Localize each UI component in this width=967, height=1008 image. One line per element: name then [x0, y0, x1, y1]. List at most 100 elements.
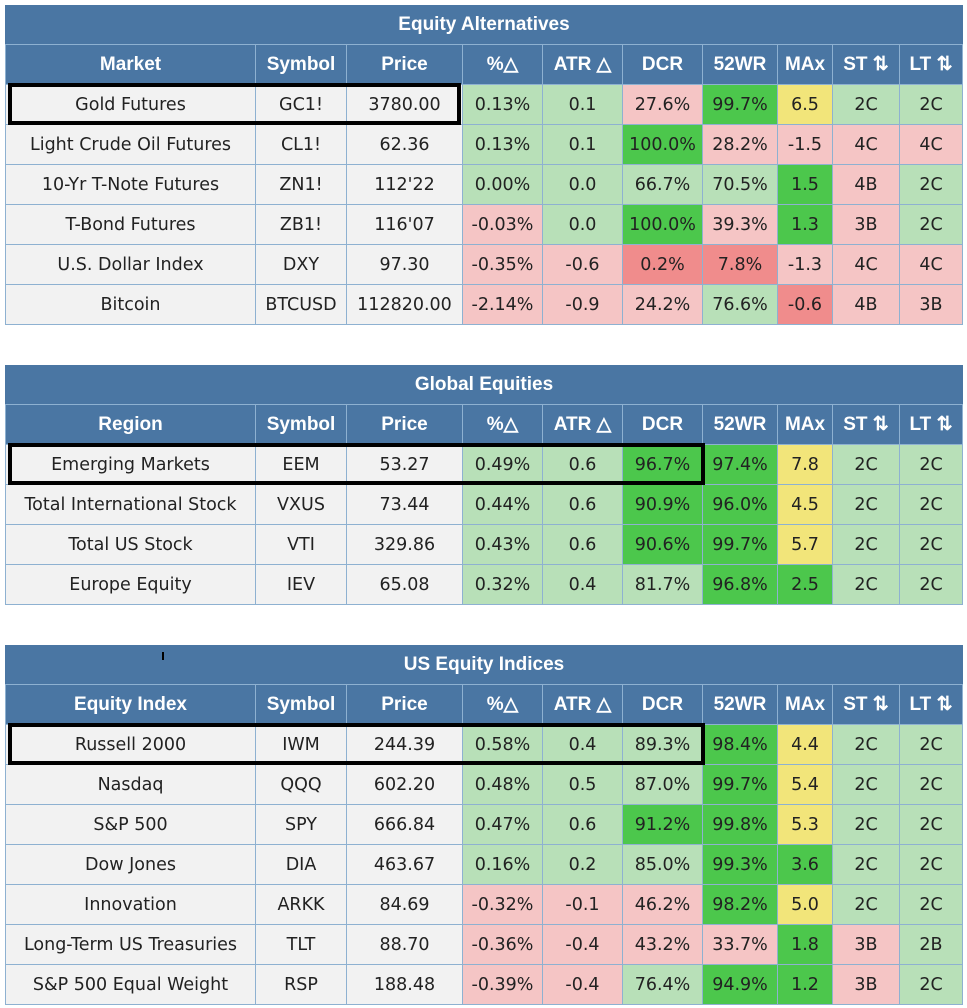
cell-dcr: 100.0% [623, 205, 703, 245]
column-header-max: MAx [778, 405, 833, 445]
cell-lt: 2C [900, 445, 963, 485]
cell-52wr: 99.8% [703, 805, 778, 845]
cell-max: 5.0 [778, 885, 833, 925]
cell-price: 329.86 [347, 525, 463, 565]
cell-lt: 2B [900, 925, 963, 965]
column-header-pct-change: %△ [463, 685, 543, 725]
cell-symbol: DIA [256, 845, 347, 885]
column-header-st: ST ⇅ [833, 685, 900, 725]
cell-st: 2C [833, 765, 900, 805]
cell-pct-change: -2.14% [463, 285, 543, 325]
cell-symbol: EEM [256, 445, 347, 485]
cell-name: 10-Yr T-Note Futures [5, 165, 256, 205]
cell-max: 7.8 [778, 445, 833, 485]
section-title: Equity Alternatives [5, 5, 963, 45]
cell-lt: 2C [900, 845, 963, 885]
header-row: Market Symbol Price %△ ATR △ DCR 52WR MAx ST ⇅ LT… [5, 45, 963, 85]
cell-st: 4B [833, 165, 900, 205]
column-header-max: MAx [778, 685, 833, 725]
cell-max: -1.3 [778, 245, 833, 285]
cell-st: 4B [833, 285, 900, 325]
cell-atr-change: 0.2 [543, 845, 623, 885]
cell-lt: 3B [900, 285, 963, 325]
cell-52wr: 99.7% [703, 525, 778, 565]
cell-dcr: 46.2% [623, 885, 703, 925]
cell-max: 1.5 [778, 165, 833, 205]
cell-st: 2C [833, 525, 900, 565]
cell-symbol: ZB1! [256, 205, 347, 245]
cell-symbol: IEV [256, 565, 347, 605]
table-row: Long-Term US Treasuries TLT 88.70 -0.36% -0.… [5, 925, 963, 965]
cell-pct-change: 0.16% [463, 845, 543, 885]
cell-name: Total US Stock [5, 525, 256, 565]
cell-lt: 2C [900, 765, 963, 805]
cell-symbol: QQQ [256, 765, 347, 805]
cell-dcr: 0.2% [623, 245, 703, 285]
cell-lt: 2C [900, 565, 963, 605]
column-header-symbol: Symbol [256, 685, 347, 725]
cell-price: 73.44 [347, 485, 463, 525]
cell-dcr: 87.0% [623, 765, 703, 805]
cell-max: 5.4 [778, 765, 833, 805]
cell-st: 2C [833, 805, 900, 845]
cell-atr-change: -0.1 [543, 885, 623, 925]
column-header-symbol: Symbol [256, 45, 347, 85]
column-header-pct-change: %△ [463, 405, 543, 445]
cell-atr-change: 0.0 [543, 165, 623, 205]
cell-symbol: RSP [256, 965, 347, 1005]
cell-52wr: 76.6% [703, 285, 778, 325]
cell-price: 116'07 [347, 205, 463, 245]
cell-dcr: 89.3% [623, 725, 703, 765]
table-row: Total US Stock VTI 329.86 0.43% 0.6 90.6% 99.7… [5, 525, 963, 565]
cell-pct-change: 0.13% [463, 125, 543, 165]
cell-symbol: CL1! [256, 125, 347, 165]
cell-price: 463.67 [347, 845, 463, 885]
cell-pct-change: 0.49% [463, 445, 543, 485]
cell-lt: 2C [900, 805, 963, 845]
cell-price: 666.84 [347, 805, 463, 845]
table-row: 10-Yr T-Note Futures ZN1! 112'22 0.00% 0.0 66… [5, 165, 963, 205]
cell-st: 2C [833, 885, 900, 925]
table-row: Total International Stock VXUS 73.44 0.44% 0… [5, 485, 963, 525]
cell-dcr: 24.2% [623, 285, 703, 325]
table-row: Russell 2000 IWM 244.39 0.58% 0.4 89.3% 98.4% 4… [5, 725, 963, 765]
column-header-price: Price [347, 45, 463, 85]
cell-st: 2C [833, 85, 900, 125]
cell-max: 4.5 [778, 485, 833, 525]
table-row: Nasdaq QQQ 602.20 0.48% 0.5 87.0% 99.7% 5.4 2C 2C [5, 765, 963, 805]
column-header-52wr: 52WR [703, 405, 778, 445]
cell-symbol: DXY [256, 245, 347, 285]
cell-52wr: 33.7% [703, 925, 778, 965]
column-header-st: ST ⇅ [833, 45, 900, 85]
cell-52wr: 39.3% [703, 205, 778, 245]
cell-52wr: 99.3% [703, 845, 778, 885]
cell-52wr: 96.8% [703, 565, 778, 605]
column-header-name: Equity Index [5, 685, 256, 725]
column-header-pct-change: %△ [463, 45, 543, 85]
column-header-lt: LT ⇅ [900, 45, 963, 85]
column-header-name: Market [5, 45, 256, 85]
cell-lt: 2C [900, 885, 963, 925]
cell-atr-change: 0.4 [543, 725, 623, 765]
cell-max: 1.2 [778, 965, 833, 1005]
cell-symbol: TLT [256, 925, 347, 965]
cell-atr-change: 0.0 [543, 205, 623, 245]
cell-symbol: ZN1! [256, 165, 347, 205]
column-header-max: MAx [778, 45, 833, 85]
cell-dcr: 76.4% [623, 965, 703, 1005]
cell-lt: 4C [900, 125, 963, 165]
cell-symbol: VTI [256, 525, 347, 565]
cell-pct-change: 0.58% [463, 725, 543, 765]
cell-atr-change: 0.6 [543, 525, 623, 565]
cell-dcr: 43.2% [623, 925, 703, 965]
cell-max: 1.3 [778, 205, 833, 245]
cell-atr-change: 0.1 [543, 125, 623, 165]
cell-name: Long-Term US Treasuries [5, 925, 256, 965]
cell-price: 65.08 [347, 565, 463, 605]
cell-pct-change: 0.44% [463, 485, 543, 525]
cell-price: 3780.00 [347, 85, 463, 125]
cell-st: 4C [833, 245, 900, 285]
cell-lt: 2C [900, 205, 963, 245]
column-header-atr-change: ATR △ [543, 685, 623, 725]
cell-52wr: 94.9% [703, 965, 778, 1005]
